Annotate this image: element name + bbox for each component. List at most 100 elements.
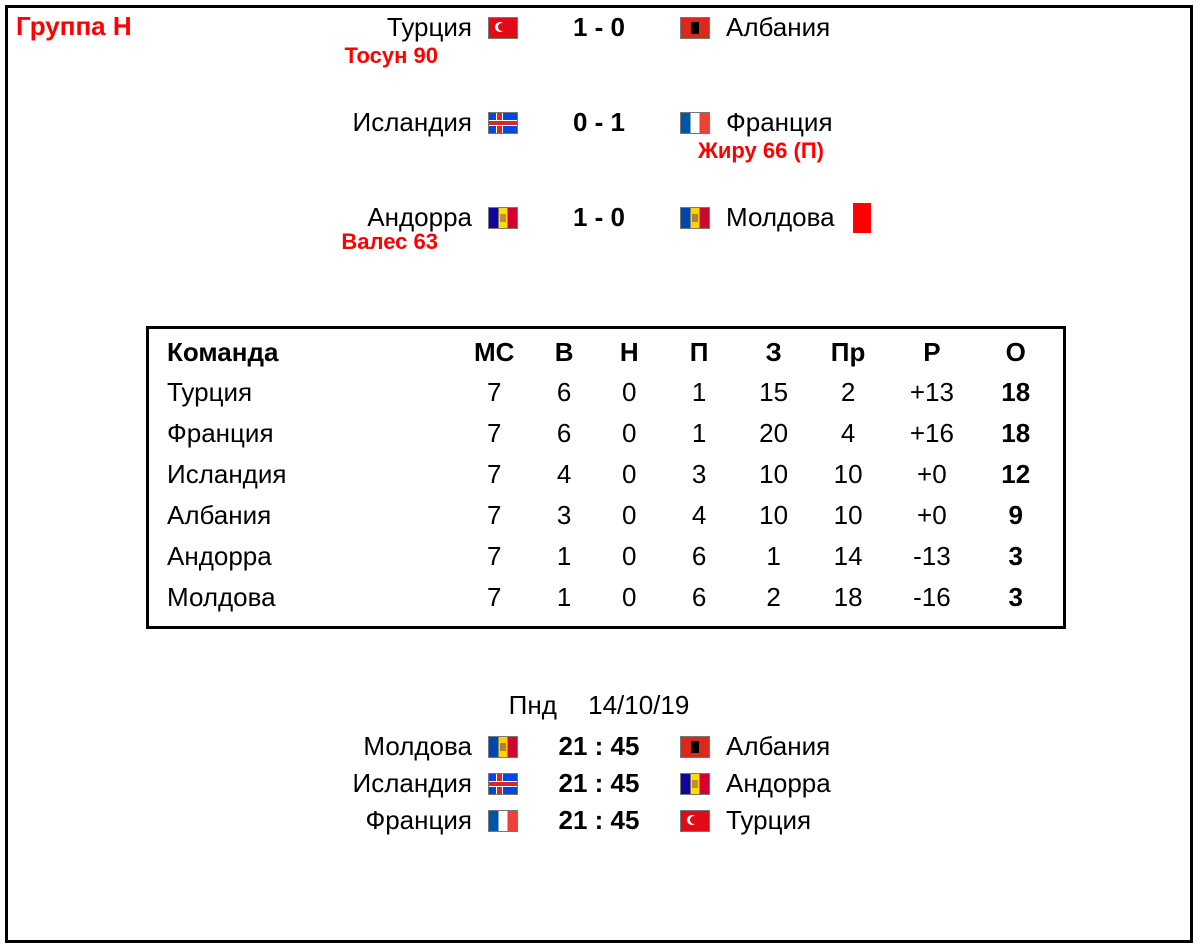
col-gf: З bbox=[736, 333, 810, 372]
home-team-cell: Турция bbox=[24, 12, 524, 43]
cell: 4 bbox=[662, 495, 736, 536]
cell: 6 bbox=[662, 536, 736, 577]
score: 0 - 1 bbox=[524, 107, 674, 138]
flag-icon bbox=[680, 773, 710, 795]
cell-team: Албания bbox=[159, 495, 457, 536]
cell: 0 bbox=[597, 536, 662, 577]
fixture-row: Франция 21 : 45 Турция bbox=[8, 805, 1190, 836]
table-row: Андорра 7 1 0 6 1 14 -13 3 bbox=[159, 536, 1053, 577]
col-wins: В bbox=[531, 333, 596, 372]
red-card-icon bbox=[853, 203, 871, 233]
flag-icon bbox=[488, 207, 518, 229]
home-scorer: Валес 63 bbox=[8, 229, 508, 255]
away-team-cell: Албания bbox=[674, 731, 1174, 762]
cell: 7 bbox=[457, 454, 531, 495]
col-played: МС bbox=[457, 333, 531, 372]
cell: -16 bbox=[885, 577, 978, 618]
col-ga: Пр bbox=[811, 333, 885, 372]
cell-pts: 18 bbox=[978, 413, 1053, 454]
kickoff-time: 21 : 45 bbox=[524, 768, 674, 799]
away-team-cell: Франция bbox=[674, 107, 1174, 138]
cell: +13 bbox=[885, 372, 978, 413]
match-row: Турция 1 - 0 Албания bbox=[8, 12, 1190, 43]
cell-pts: 18 bbox=[978, 372, 1053, 413]
kickoff-time: 21 : 45 bbox=[524, 731, 674, 762]
cell-team: Франция bbox=[159, 413, 457, 454]
cell: 7 bbox=[457, 413, 531, 454]
cell: 0 bbox=[597, 495, 662, 536]
scorer-row: Тосун 90 bbox=[8, 43, 1190, 69]
cell-pts: 3 bbox=[978, 577, 1053, 618]
home-team-name: Исландия bbox=[353, 107, 472, 138]
table-row: Албания 7 3 0 4 10 10 +0 9 bbox=[159, 495, 1053, 536]
score: 1 - 0 bbox=[524, 12, 674, 43]
scorer-row: Жиру 66 (П) bbox=[8, 138, 1190, 164]
cell-pts: 12 bbox=[978, 454, 1053, 495]
cell: 7 bbox=[457, 495, 531, 536]
scorer-row: Валес 63 bbox=[8, 229, 1190, 255]
table-row: Франция 7 6 0 1 20 4 +16 18 bbox=[159, 413, 1053, 454]
away-team-name: Албания bbox=[726, 731, 830, 762]
cell: 1 bbox=[662, 413, 736, 454]
flag-icon bbox=[488, 736, 518, 758]
away-team-name: Франция bbox=[726, 107, 833, 138]
cell-team: Исландия bbox=[159, 454, 457, 495]
away-team-cell: Турция bbox=[674, 805, 1174, 836]
flag-icon bbox=[488, 112, 518, 134]
cell-pts: 3 bbox=[978, 536, 1053, 577]
col-gd: Р bbox=[885, 333, 978, 372]
cell: +0 bbox=[885, 454, 978, 495]
cell-team: Молдова bbox=[159, 577, 457, 618]
flag-icon bbox=[680, 736, 710, 758]
away-team-name: Андорра bbox=[726, 768, 831, 799]
away-scorer bbox=[658, 229, 1158, 255]
flag-icon bbox=[680, 810, 710, 832]
flag-icon bbox=[680, 112, 710, 134]
cell: 1 bbox=[531, 577, 596, 618]
standings-table: Команда МС В Н П З Пр Р О Турция 7 bbox=[159, 333, 1053, 618]
standings-body: Турция 7 6 0 1 15 2 +13 18 Франция 7 6 bbox=[159, 372, 1053, 618]
cell: 2 bbox=[736, 577, 810, 618]
standings-header-row: Команда МС В Н П З Пр Р О bbox=[159, 333, 1053, 372]
home-team-cell: Исландия bbox=[24, 768, 524, 799]
cell: 1 bbox=[736, 536, 810, 577]
home-team-cell: Исландия bbox=[24, 107, 524, 138]
cell: 6 bbox=[531, 372, 596, 413]
home-team-name: Исландия bbox=[353, 768, 472, 799]
fixtures-date-value: 14/10/19 bbox=[588, 690, 689, 720]
home-scorer: Тосун 90 bbox=[8, 43, 508, 69]
page: Группа Н Турция 1 - 0 Албания Тос bbox=[0, 0, 1200, 950]
cell: 6 bbox=[662, 577, 736, 618]
table-row: Исландия 7 4 0 3 10 10 +0 12 bbox=[159, 454, 1053, 495]
flag-icon bbox=[488, 773, 518, 795]
cell-pts: 9 bbox=[978, 495, 1053, 536]
cell: 10 bbox=[736, 495, 810, 536]
cell: 7 bbox=[457, 536, 531, 577]
cell: 14 bbox=[811, 536, 885, 577]
cell: 15 bbox=[736, 372, 810, 413]
match-row: Исландия 0 - 1 Франция bbox=[8, 107, 1190, 138]
home-team-cell: Франция bbox=[24, 805, 524, 836]
cell: 3 bbox=[662, 454, 736, 495]
cell: 0 bbox=[597, 372, 662, 413]
result-match: Андорра 1 - 0 Молдова Валес 63 bbox=[8, 202, 1190, 255]
cell: -13 bbox=[885, 536, 978, 577]
fixture-row: Молдова 21 : 45 Албания bbox=[8, 731, 1190, 762]
cell: 3 bbox=[531, 495, 596, 536]
cell: 1 bbox=[662, 372, 736, 413]
away-scorer bbox=[658, 43, 1158, 69]
cell: 7 bbox=[457, 577, 531, 618]
outer-box: Группа Н Турция 1 - 0 Албания Тос bbox=[5, 5, 1193, 943]
cell: 10 bbox=[736, 454, 810, 495]
result-match: Исландия 0 - 1 Франция Жиру 66 (П) bbox=[8, 107, 1190, 164]
cell: 2 bbox=[811, 372, 885, 413]
table-row: Турция 7 6 0 1 15 2 +13 18 bbox=[159, 372, 1053, 413]
cell-team: Андорра bbox=[159, 536, 457, 577]
result-match: Турция 1 - 0 Албания Тосун 90 bbox=[8, 12, 1190, 69]
cell: +16 bbox=[885, 413, 978, 454]
away-team-name: Албания bbox=[726, 12, 830, 43]
cell: 0 bbox=[597, 413, 662, 454]
table-row: Молдова 7 1 0 6 2 18 -16 3 bbox=[159, 577, 1053, 618]
home-team-name: Франция bbox=[365, 805, 472, 836]
cell: 10 bbox=[811, 454, 885, 495]
